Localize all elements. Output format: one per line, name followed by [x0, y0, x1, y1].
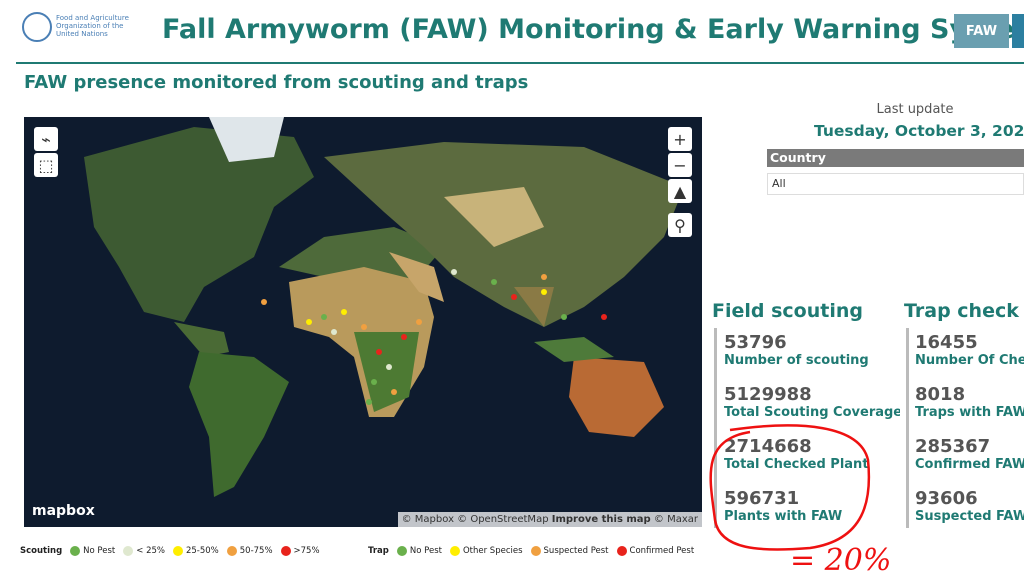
map-points	[261, 269, 607, 405]
stat-value: 2714668	[724, 436, 812, 457]
stat: 53796 Number of scouting	[724, 332, 900, 384]
org-line: Organization of the	[56, 22, 124, 30]
stat-label: Total Scouting Coverage	[724, 405, 900, 420]
stat-value: 596731	[724, 488, 800, 509]
panel-title: Trap check	[904, 300, 1019, 322]
legend-item: < 25%	[136, 546, 165, 556]
stat: 8018 Traps with FAW	[915, 384, 1024, 436]
annotation-text: = 20%	[790, 543, 891, 576]
page-title: Fall Armyworm (FAW) Monitoring & Early W…	[162, 14, 1024, 45]
legend-item: No Pest	[83, 546, 116, 556]
attribution-text: © Mapbox © OpenStreetMap	[401, 514, 549, 525]
panel-title: Field scouting	[712, 300, 863, 322]
stat-label: Traps with FAW	[915, 405, 1024, 420]
map-logo: mapbox	[32, 503, 95, 519]
stat: 5129988 Total Scouting Coverage	[724, 384, 900, 436]
legend-item: 50-75%	[239, 546, 273, 556]
stat-value: 285367	[915, 436, 991, 457]
field-stats: 53796 Number of scouting 5129988 Total Scou…	[724, 332, 900, 540]
legend-item: Suspected Pest	[543, 546, 609, 556]
fao-logo	[22, 12, 52, 42]
zoom-in[interactable]: +	[668, 127, 692, 151]
stat-label: Plants with FAW	[724, 509, 843, 524]
legend-item: Confirmed Pest	[629, 546, 695, 556]
org-line: United Nations	[56, 30, 108, 38]
legend-title: Trap	[368, 546, 389, 556]
panel-rule	[906, 328, 909, 528]
org-name: Food and Agriculture Organization of the…	[56, 14, 129, 38]
stat: 596731 Plants with FAW	[724, 488, 900, 540]
improve-link[interactable]: Improve this map	[551, 514, 651, 525]
legend-title: Scouting	[20, 546, 63, 556]
stat-value: 16455	[915, 332, 978, 353]
stat: 2714668 Total Checked Plant	[724, 436, 900, 488]
stat-label: Number Of Chec	[915, 353, 1024, 368]
nav-button[interactable]: FAW	[954, 14, 1009, 48]
last-update-date: Tuesday, October 3, 2023	[814, 122, 1024, 140]
legend-item: >75%	[293, 546, 320, 556]
section-title: FAW presence monitored from scouting and…	[24, 72, 529, 93]
filter-dropdown[interactable]: All	[767, 173, 1024, 195]
map-canvas	[24, 117, 702, 527]
compass[interactable]: ▲	[668, 179, 692, 203]
zoom-out[interactable]: −	[668, 153, 692, 177]
legend-item: 25-50%	[185, 546, 219, 556]
stat-label: Suspected FAW N	[915, 509, 1024, 524]
filter-label: Country	[767, 149, 1024, 167]
legend-scouting: Scouting No Pest < 25% 25-50% 50-75% >75…	[20, 546, 320, 556]
search[interactable]: ⚲	[668, 213, 692, 237]
annotation-circle	[709, 424, 871, 551]
legend-trap: Trap No Pest Other Species Suspected Pes…	[368, 546, 694, 556]
header-rule	[16, 62, 1024, 64]
panel-rule	[714, 328, 717, 528]
stat: 16455 Number Of Chec	[915, 332, 1024, 384]
attribution: © Mapbox © OpenStreetMap Improve this ma…	[397, 512, 702, 527]
map-tool[interactable]: ⬚	[34, 153, 58, 177]
stat-label: Total Checked Plant	[724, 457, 869, 472]
map-tool[interactable]: ⌁	[34, 127, 58, 151]
nav-edge	[1012, 14, 1024, 48]
legend-item: No Pest	[409, 546, 442, 556]
last-update-label: Last update	[876, 102, 954, 117]
stat-label: Confirmed FAW N	[915, 457, 1024, 472]
stat-value: 93606	[915, 488, 978, 509]
legend-item: Other Species	[462, 546, 523, 556]
attribution-text: © Maxar	[653, 514, 698, 525]
annotation-layer: = 20%	[709, 424, 891, 576]
stat-value: 8018	[915, 384, 966, 405]
stat-label: Number of scouting	[724, 353, 869, 368]
map[interactable]: ⌁ ⬚ + − ▲ ⚲ mapbox © Mapbox © OpenStreet…	[24, 117, 702, 527]
stat-value: 5129988	[724, 384, 812, 405]
stat-value: 53796	[724, 332, 787, 353]
trap-stats: 16455 Number Of Chec 8018 Traps with FAW 285…	[915, 332, 1024, 540]
org-line: Food and Agriculture	[56, 14, 129, 22]
